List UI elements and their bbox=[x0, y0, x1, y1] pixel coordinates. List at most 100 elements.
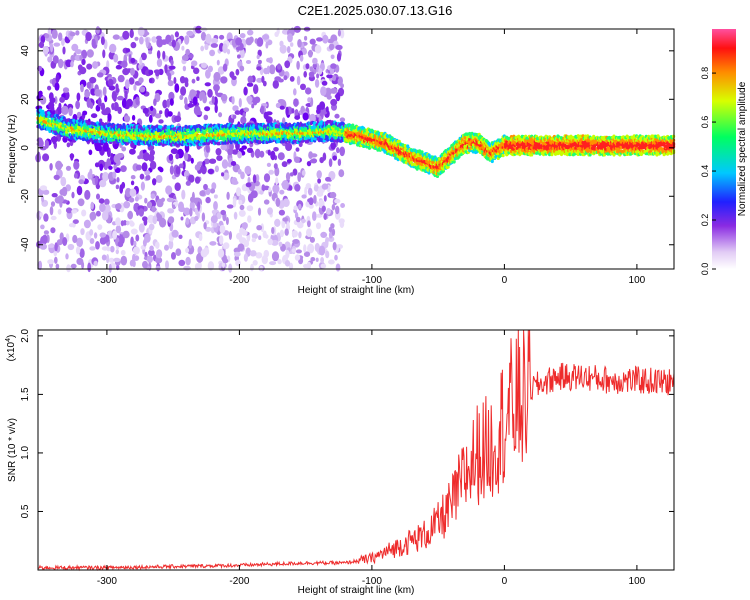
spectrogram-ridge-point bbox=[501, 153, 505, 158]
spectrogram-noise-point bbox=[277, 63, 282, 70]
spectrogram-noise-point bbox=[155, 241, 160, 249]
spectrogram-noise-point bbox=[289, 172, 294, 177]
spectrogram-noise-point bbox=[211, 95, 215, 105]
spectrogram-noise-point bbox=[122, 230, 130, 239]
spectrogram-noise-point bbox=[142, 107, 149, 114]
spectrogram-noise-point bbox=[203, 114, 209, 121]
spectrogram-noise-point bbox=[133, 202, 140, 213]
spectrogram-noise-point bbox=[138, 208, 144, 217]
spectrogram-ridge-point bbox=[490, 159, 494, 164]
spectrogram-noise-point bbox=[97, 97, 102, 107]
spectrogram-noise-point bbox=[282, 198, 290, 207]
spectrogram-noise-point bbox=[102, 49, 106, 59]
spectrogram-noise-point bbox=[132, 246, 140, 255]
spectrogram-noise-point bbox=[178, 234, 183, 239]
spectrogram-noise-point bbox=[207, 261, 215, 271]
spectrogram-noise-point bbox=[149, 245, 154, 252]
spectrogram-noise-point bbox=[155, 256, 163, 264]
spectrogram-noise-point bbox=[89, 168, 93, 177]
spectrogram-noise-point bbox=[228, 231, 232, 240]
spectrogram-noise-point bbox=[247, 176, 251, 184]
spectrogram-noise-point bbox=[125, 48, 131, 53]
spectrogram-noise-point bbox=[134, 36, 139, 41]
spectrogram-noise-point bbox=[139, 36, 144, 45]
spectrogram-noise-point bbox=[99, 118, 103, 123]
spectrogram-noise-point bbox=[254, 148, 261, 159]
spectrogram-noise-point bbox=[167, 208, 172, 214]
spectrogram-ridge-point bbox=[452, 160, 456, 164]
spectrogram-noise-point bbox=[267, 207, 273, 215]
spectrogram-noise-point bbox=[194, 164, 201, 171]
spectrogram-noise-point bbox=[184, 97, 188, 106]
spectrogram-noise-point bbox=[210, 215, 218, 224]
spectrogram-noise-point bbox=[146, 255, 153, 263]
spectrogram-noise-point bbox=[84, 90, 91, 98]
spectrogram-noise-point bbox=[77, 198, 85, 207]
spectrogram-noise-point bbox=[313, 184, 319, 192]
spectrogram-noise-point bbox=[148, 78, 153, 84]
spectrogram-noise-point bbox=[126, 220, 130, 226]
spectrogram-noise-point bbox=[268, 169, 275, 175]
spectrogram-noise-point bbox=[129, 188, 137, 197]
spectrogram-noise-point bbox=[251, 103, 255, 109]
spectrogram-noise-point bbox=[266, 65, 270, 75]
spectrogram-noise-point bbox=[285, 249, 290, 259]
spectrogram-noise-point bbox=[57, 208, 62, 215]
spectrogram-noise-point bbox=[53, 174, 60, 180]
spectrogram-noise-point bbox=[246, 95, 253, 103]
spectrogram-noise-point bbox=[326, 74, 333, 79]
spectrogram-noise-point bbox=[178, 163, 184, 169]
spectrogram-noise-point bbox=[89, 102, 94, 109]
spectrogram-noise-point bbox=[273, 147, 279, 152]
spectrogram-noise-point bbox=[330, 63, 337, 69]
spectrogram-noise-point bbox=[296, 60, 300, 70]
spectrogram-noise-point bbox=[205, 33, 212, 44]
spectrogram-noise-point bbox=[294, 156, 300, 163]
spectrogram-noise-point bbox=[221, 172, 225, 177]
spectrogram-noise-point bbox=[47, 259, 54, 265]
spectrogram-noise-point bbox=[61, 186, 68, 197]
spectrogram-noise-point bbox=[188, 238, 192, 249]
spectrogram-noise-point bbox=[339, 220, 345, 228]
spectrogram-noise-point bbox=[65, 253, 69, 260]
spectrogram-noise-point bbox=[54, 256, 58, 264]
spectrogram-noise-point bbox=[137, 26, 145, 37]
spectrogram-noise-point bbox=[219, 224, 226, 234]
spectrogram-noise-point bbox=[98, 198, 105, 204]
spectrogram-noise-point bbox=[55, 74, 60, 83]
spectrogram-noise-point bbox=[76, 237, 83, 248]
spectrogram-noise-point bbox=[76, 257, 84, 265]
spectrogram-noise-point bbox=[111, 91, 117, 101]
spectrogram-noise-point bbox=[83, 219, 91, 229]
spectrogram-noise-point bbox=[99, 236, 107, 245]
spectrogram-noise-point bbox=[79, 66, 87, 75]
spectrogram-noise-point bbox=[156, 38, 164, 48]
spectrogram-noise-point bbox=[50, 215, 57, 221]
spectrogram-noise-point bbox=[148, 223, 155, 231]
spectrogram-noise-point bbox=[237, 168, 242, 175]
spectrogram-noise-point bbox=[214, 104, 218, 114]
spectrogram-noise-point bbox=[320, 231, 328, 238]
spectrogram-noise-point bbox=[301, 170, 306, 176]
spectrogram-noise-point bbox=[212, 221, 218, 228]
spectrogram-noise-point bbox=[53, 42, 61, 47]
spectrogram-noise-point bbox=[231, 180, 239, 185]
spectrogram-noise-point bbox=[150, 105, 154, 111]
spectrogram-noise-point bbox=[71, 209, 78, 214]
spectrogram-noise-point bbox=[148, 69, 154, 76]
spectrogram-noise-point bbox=[49, 206, 54, 216]
spectrogram-noise-point bbox=[116, 177, 120, 183]
spectrogram-noise-point bbox=[247, 215, 252, 223]
spectrogram-noise-point bbox=[238, 209, 246, 217]
spectrogram-noise-point bbox=[204, 43, 209, 51]
spectrogram-noise-point bbox=[185, 217, 190, 225]
spectrogram-noise-point bbox=[170, 59, 174, 66]
spectrogram-noise-point bbox=[120, 249, 126, 256]
spectrogram-noise-point bbox=[42, 189, 50, 195]
spectrogram-noise-point bbox=[96, 72, 104, 78]
spectrogram-noise-point bbox=[192, 96, 198, 106]
spectrogram-noise-point bbox=[173, 77, 177, 84]
spectrogram-noise-point bbox=[239, 43, 244, 51]
spectrogram-noise-point bbox=[91, 38, 96, 49]
spectrogram-noise-point bbox=[312, 63, 317, 69]
